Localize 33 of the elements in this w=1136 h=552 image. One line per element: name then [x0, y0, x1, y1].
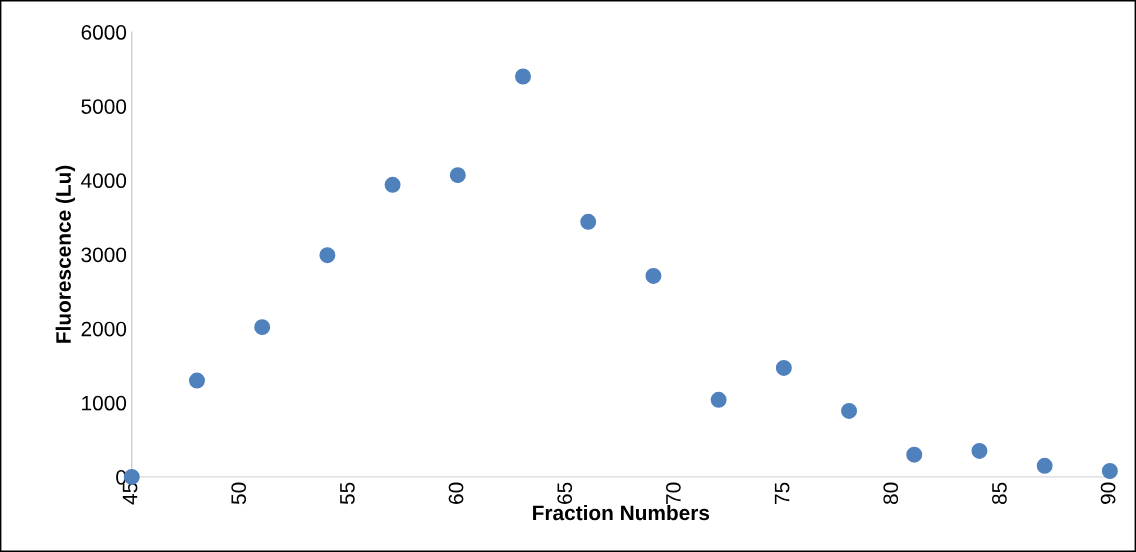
- point: [384, 176, 401, 193]
- point: [841, 402, 858, 419]
- x-tick-label: 80: [883, 482, 899, 505]
- x-tick-label: 60: [448, 482, 464, 504]
- y-tick-label: 2000: [81, 321, 127, 337]
- point: [1036, 457, 1053, 474]
- y-tick-label: 1000: [82, 395, 127, 411]
- point: [449, 167, 466, 184]
- point: [645, 267, 662, 284]
- x-tick-label: 75: [774, 482, 790, 504]
- point: [580, 213, 597, 230]
- x-tick-label: 85: [992, 482, 1007, 505]
- x-tick-label: 45: [122, 482, 138, 505]
- point: [515, 68, 531, 85]
- point: [775, 359, 792, 376]
- x-tick-label: 65: [557, 482, 573, 504]
- x-tick-label: 90: [1100, 482, 1116, 504]
- point: [710, 391, 727, 408]
- point: [906, 446, 923, 463]
- y-tick-label: 4000: [81, 173, 127, 189]
- point: [971, 442, 988, 459]
- point: [254, 319, 271, 336]
- x-tick-label: 50: [231, 482, 247, 505]
- x-axis-title: Fraction Numbers: [533, 504, 710, 521]
- point: [1101, 463, 1118, 479]
- y-axis-title: Fluorescence (Lu): [55, 165, 76, 343]
- y-tick-label: 5000: [81, 99, 127, 114]
- y-tick-label: 6000: [81, 25, 127, 40]
- point: [319, 247, 336, 264]
- y-tick-label: 3000: [81, 247, 127, 263]
- x-tick-label: 70: [666, 482, 681, 504]
- point: [189, 372, 205, 389]
- x-tick-label: 55: [340, 482, 355, 505]
